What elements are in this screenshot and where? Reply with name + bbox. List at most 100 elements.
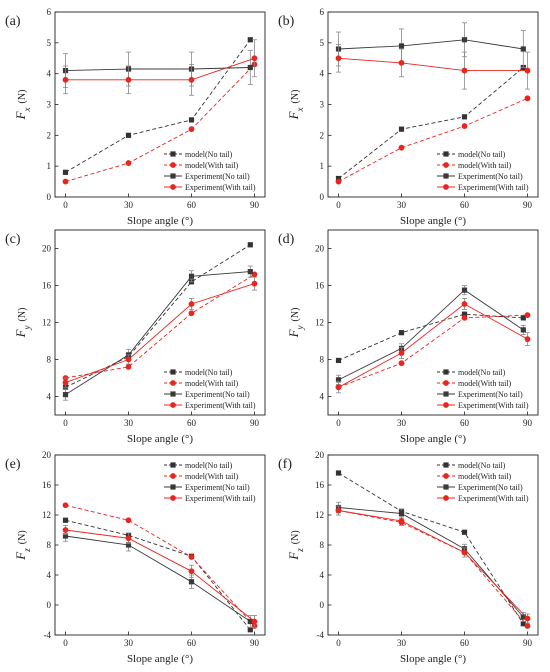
legend-marker: [443, 462, 449, 468]
legend-entry: Experiment(With tail): [185, 183, 256, 192]
series-line: [338, 39, 524, 50]
x-tick-label: 30: [124, 200, 134, 210]
y-axis-unit: (N): [290, 90, 301, 104]
series-1: [335, 507, 531, 629]
legend-marker: [443, 151, 449, 157]
y-tick-label: 8: [47, 355, 52, 365]
series-line: [65, 283, 255, 384]
series-line: [65, 64, 255, 183]
x-tick-label: 90: [523, 418, 533, 428]
panel-label: (d): [278, 232, 295, 247]
legend-marker: [170, 380, 176, 386]
y-axis-label: Fz (N): [286, 530, 305, 560]
legend-entry: Experiment(With tail): [458, 183, 529, 192]
x-tick-label: 0: [63, 638, 68, 648]
y-tick-label: 4: [47, 570, 52, 580]
x-axis-label: Slope angle (°): [127, 653, 193, 665]
series-line: [338, 507, 524, 618]
legend-marker: [170, 462, 176, 468]
data-point: [461, 287, 468, 293]
series-line: [65, 244, 251, 388]
data-point: [398, 144, 405, 151]
series-1: [62, 61, 258, 185]
data-point: [520, 46, 526, 52]
legend-marker: [170, 151, 176, 157]
legend-entry: model(With tail): [185, 379, 239, 388]
series-0: [335, 311, 526, 364]
data-point: [524, 312, 531, 318]
legend-entry: Experiment(With tail): [185, 401, 256, 410]
x-tick-label: 90: [250, 638, 260, 648]
legend-entry: model(No tail): [185, 461, 233, 470]
series-line: [338, 472, 524, 625]
legend-marker: [170, 495, 176, 501]
data-point: [335, 55, 342, 62]
legend-entry: Experiment(With tail): [185, 494, 256, 503]
data-point: [398, 126, 405, 132]
y-tick-label: 3: [320, 100, 325, 110]
data-point: [62, 392, 69, 398]
y-axis-unit: (N): [17, 90, 28, 104]
legend-entry: Experiment(No tail): [185, 483, 250, 492]
data-point: [62, 379, 69, 386]
y-tick-label: 16: [315, 281, 325, 291]
data-point: [335, 507, 342, 514]
series-3: [335, 298, 531, 394]
data-point: [520, 621, 526, 627]
legend-entry: model(No tail): [458, 461, 506, 470]
data-point: [62, 169, 69, 175]
y-tick-label: 5: [47, 38, 52, 48]
y-tick-label: 12: [315, 510, 324, 520]
data-point: [125, 160, 132, 166]
series-line: [338, 510, 528, 619]
legend-marker: [443, 369, 449, 375]
y-axis-symbol: F: [13, 328, 28, 338]
series-2: [335, 22, 526, 68]
data-point: [251, 280, 258, 287]
series-line: [338, 67, 524, 179]
data-point: [335, 175, 342, 182]
data-point: [188, 554, 195, 560]
legend: model(No tail) model(With tail) Experiment…: [437, 368, 529, 410]
legend-entry: model(No tail): [185, 368, 233, 377]
x-tick-label: 0: [336, 200, 341, 210]
x-axis-label: Slope angle (°): [400, 215, 466, 227]
legend-entry: Experiment(No tail): [185, 172, 250, 181]
data-point: [398, 350, 405, 356]
legend-marker: [443, 391, 449, 397]
x-axis-label: Slope angle (°): [400, 653, 466, 665]
chart-panel: 0 30 60 90 -4 0 4 8 12 16 20 (e) Slope angle (°) Fz (N…: [5, 450, 266, 665]
x-tick-label: 60: [460, 638, 470, 648]
data-point: [188, 117, 195, 123]
legend-marker: [170, 173, 176, 179]
series-line: [65, 535, 251, 622]
series-3: [62, 39, 258, 96]
y-axis-symbol: F: [286, 551, 301, 561]
data-point: [335, 178, 342, 185]
legend-marker: [443, 173, 449, 179]
data-point: [335, 384, 342, 391]
data-point: [251, 271, 258, 278]
y-axis-subscript: y: [22, 325, 32, 330]
x-tick-label: 30: [124, 638, 134, 648]
series-line: [338, 314, 528, 388]
data-point: [251, 618, 258, 625]
legend-marker: [443, 184, 449, 190]
legend-marker: [170, 162, 176, 168]
legend: model(No tail) model(With tail) Experiment…: [164, 368, 256, 410]
series-line: [65, 504, 255, 627]
data-point: [524, 615, 531, 622]
legend-entry: model(With tail): [185, 161, 239, 170]
data-point: [520, 315, 526, 321]
y-tick-label: 0: [320, 192, 325, 202]
data-point: [524, 95, 531, 102]
y-axis-subscript: x: [295, 107, 305, 112]
y-axis-symbol: F: [13, 551, 28, 561]
legend-marker: [170, 184, 176, 190]
series-line: [65, 39, 251, 173]
y-tick-label: 16: [315, 480, 325, 490]
data-point: [62, 517, 69, 523]
series-1: [335, 95, 531, 185]
data-point: [524, 67, 531, 74]
y-tick-label: 12: [42, 510, 51, 520]
